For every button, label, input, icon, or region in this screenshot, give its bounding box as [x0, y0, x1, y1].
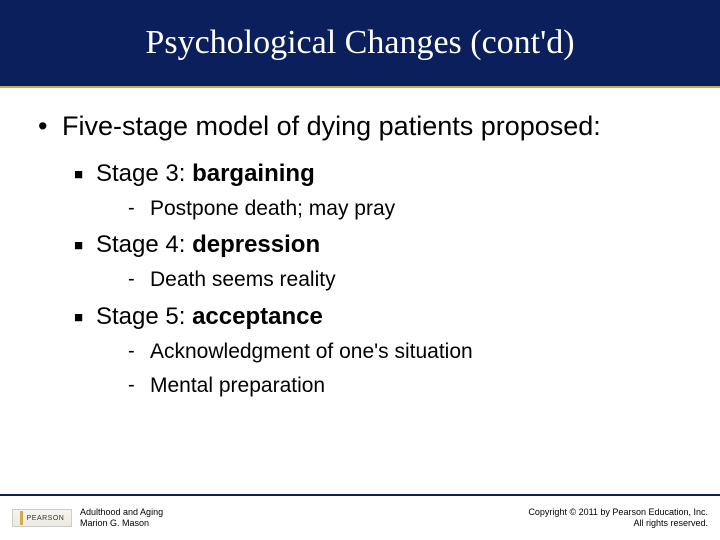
- bullet-level3: - Death seems reality: [128, 266, 682, 294]
- dash-bullet-icon: -: [128, 266, 150, 293]
- dash-bullet-icon: -: [128, 195, 150, 222]
- stage-name: bargaining: [192, 160, 315, 187]
- square-bullet-icon: ■: [74, 158, 96, 185]
- sub-text: Acknowledgment of one's situation: [150, 338, 473, 366]
- slide-title: Psychological Changes (cont'd): [145, 24, 574, 62]
- dash-bullet-icon: -: [128, 372, 150, 399]
- bullet-level3: - Acknowledgment of one's situation: [128, 338, 682, 366]
- stage-name: acceptance: [192, 303, 323, 330]
- footer-right: Copyright © 2011 by Pearson Education, I…: [528, 507, 708, 529]
- footer-left: PEARSON Adulthood and Aging Marion G. Ma…: [12, 507, 163, 529]
- main-bullet-text: Five-stage model of dying patients propo…: [62, 110, 601, 144]
- bullet-level2: ■ Stage 5: acceptance: [74, 301, 682, 332]
- dash-bullet-icon: -: [128, 338, 150, 365]
- footer-book-info: Adulthood and Aging Marion G. Mason: [80, 507, 163, 529]
- bullet-level2: ■ Stage 4: depression: [74, 229, 682, 260]
- stage-label: Stage 3:: [96, 160, 192, 187]
- stage-name: depression: [192, 231, 320, 258]
- book-title: Adulthood and Aging: [80, 507, 163, 518]
- disc-bullet-icon: •: [38, 110, 62, 144]
- bullet-level1: • Five-stage model of dying patients pro…: [38, 110, 682, 144]
- stage-text: Stage 3: bargaining: [96, 158, 315, 189]
- publisher-logo: PEARSON: [12, 509, 72, 527]
- stage-text: Stage 4: depression: [96, 229, 320, 260]
- stage-label: Stage 5:: [96, 303, 192, 330]
- content-area: • Five-stage model of dying patients pro…: [0, 88, 720, 401]
- footer: PEARSON Adulthood and Aging Marion G. Ma…: [0, 494, 720, 540]
- sub-text: Postpone death; may pray: [150, 195, 395, 223]
- bullet-level2: ■ Stage 3: bargaining: [74, 158, 682, 189]
- sub-text: Mental preparation: [150, 372, 325, 400]
- square-bullet-icon: ■: [74, 301, 96, 328]
- stage-text: Stage 5: acceptance: [96, 301, 323, 332]
- square-bullet-icon: ■: [74, 229, 96, 256]
- stage-label: Stage 4:: [96, 231, 192, 258]
- bullet-level3: - Postpone death; may pray: [128, 195, 682, 223]
- book-author: Marion G. Mason: [80, 518, 163, 529]
- logo-bar-icon: [20, 511, 23, 525]
- bullet-level3: - Mental preparation: [128, 372, 682, 400]
- rights-text: All rights reserved.: [528, 518, 708, 529]
- sub-text: Death seems reality: [150, 266, 336, 294]
- copyright-text: Copyright © 2011 by Pearson Education, I…: [528, 507, 708, 518]
- publisher-name: PEARSON: [27, 515, 65, 522]
- title-band: Psychological Changes (cont'd): [0, 0, 720, 88]
